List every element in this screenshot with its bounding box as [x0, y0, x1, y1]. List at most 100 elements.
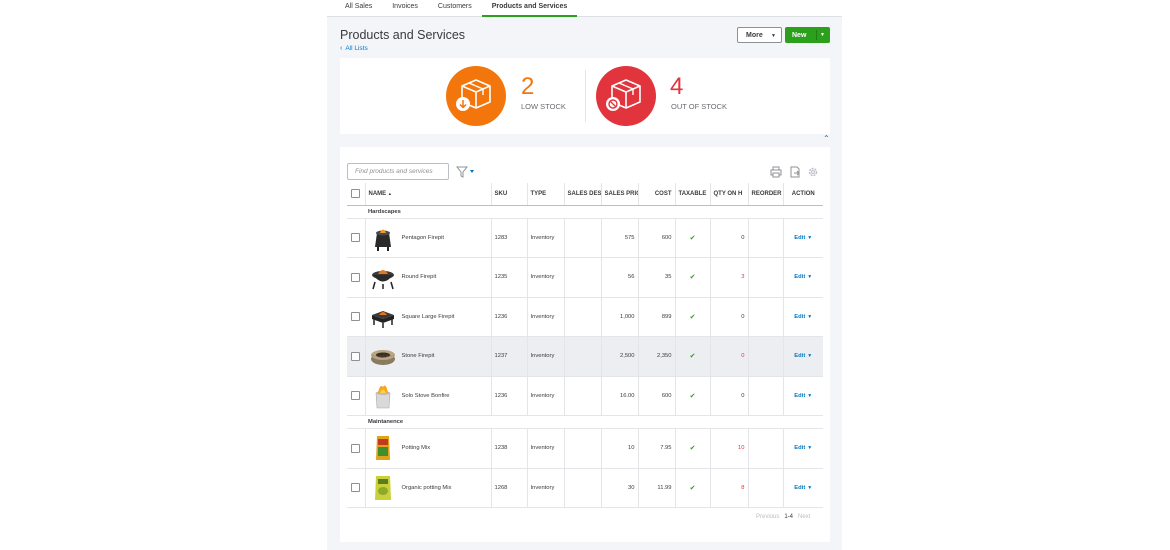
caret-down-icon[interactable]: ▼: [807, 234, 813, 241]
filter-icon[interactable]: [455, 165, 478, 178]
pagination: Previous 1-4 Next: [756, 514, 810, 520]
table-row[interactable]: Pentagon Firepit 1283 Inventory 575 600 …: [347, 218, 823, 258]
edit-button[interactable]: Edit ▼: [794, 393, 812, 399]
column-header-reorder[interactable]: REORDER: [748, 183, 784, 206]
caret-down-icon[interactable]: ▼: [807, 392, 813, 399]
row-checkbox[interactable]: [351, 233, 361, 243]
sales-price-cell: 16.00: [601, 376, 639, 416]
organic-potting-mix-thumbnail: [369, 473, 397, 503]
row-checkbox[interactable]: [351, 272, 361, 282]
table-row[interactable]: Potting Mix 1238 Inventory 10 7.95 ✔ 10 …: [347, 428, 823, 469]
caret-down-icon[interactable]: ▼: [807, 274, 813, 281]
sales-desc-cell: [564, 218, 602, 258]
reorder-cell: [748, 297, 784, 337]
edit-label: Edit: [794, 392, 806, 399]
column-header-qty[interactable]: QTY ON H: [710, 183, 749, 206]
qty-cell: 0: [710, 336, 749, 377]
tab-products-services[interactable]: Products and Services: [481, 0, 578, 17]
column-header-type[interactable]: TYPE: [527, 183, 565, 206]
sales-desc-cell: [564, 257, 602, 298]
table-row[interactable]: Stone Firepit 1237 Inventory 2,500 2,350…: [347, 336, 823, 377]
edit-button[interactable]: Edit ▼: [794, 274, 812, 280]
product-name-cell: Round Firepit: [365, 257, 492, 298]
taxable-check-icon: ✔: [689, 392, 696, 400]
column-header-sales-price[interactable]: SALES PRIC: [601, 183, 639, 206]
product-name: Organic potting Mix: [401, 484, 452, 491]
new-button-separator: [816, 30, 817, 40]
collapse-chevron-icon[interactable]: ⌃: [823, 134, 830, 143]
sales-price-cell: 1,000: [601, 297, 639, 337]
sku-cell: 1283: [491, 218, 528, 258]
type-cell: Inventory: [527, 297, 565, 337]
row-checkbox[interactable]: [351, 483, 361, 493]
product-name-cell: Stone Firepit: [365, 336, 492, 377]
caret-down-icon[interactable]: ▼: [807, 313, 813, 320]
column-header-sku[interactable]: SKU: [491, 183, 528, 206]
next-page-link[interactable]: Next: [798, 514, 811, 520]
sku-cell: 1235: [491, 257, 528, 298]
caret-down-icon[interactable]: ▼: [820, 32, 825, 38]
print-icon[interactable]: [770, 165, 782, 178]
edit-button[interactable]: Edit ▼: [794, 353, 812, 359]
qty-cell: 0: [710, 376, 749, 416]
caret-down-icon[interactable]: ▼: [807, 484, 813, 491]
edit-button[interactable]: Edit ▼: [794, 314, 812, 320]
tab-customers[interactable]: Customers: [437, 3, 472, 10]
sku-cell: 1237: [491, 336, 528, 377]
row-checkbox[interactable]: [351, 391, 361, 401]
edit-button[interactable]: Edit ▼: [794, 445, 812, 451]
gear-icon[interactable]: [807, 165, 819, 177]
search-input[interactable]: Find products and services: [347, 163, 449, 180]
new-button[interactable]: New ▼: [785, 27, 830, 43]
previous-page-link[interactable]: Previous: [756, 514, 780, 520]
taxable-check-icon: ✔: [689, 274, 696, 282]
taxable-check-icon: ✔: [689, 234, 696, 242]
cost-cell: 600: [638, 218, 676, 258]
product-name: Square Large Firepit: [401, 313, 455, 320]
edit-button[interactable]: Edit ▼: [794, 485, 812, 491]
column-header-name[interactable]: NAME ▲: [365, 183, 492, 206]
sales-price-cell: 56: [601, 257, 639, 298]
tab-invoices[interactable]: Invoices: [392, 3, 418, 10]
column-header-action: ACTION: [783, 183, 823, 206]
edit-label: Edit: [794, 445, 806, 452]
column-header-taxable[interactable]: TAXABLE: [675, 183, 711, 206]
more-button[interactable]: More ▼: [737, 27, 782, 43]
edit-label: Edit: [794, 484, 806, 491]
out-of-stock-icon[interactable]: [596, 66, 656, 126]
row-checkbox[interactable]: [351, 443, 361, 453]
sort-up-icon: ▲: [387, 190, 392, 196]
type-cell: Inventory: [527, 428, 565, 469]
caret-down-icon[interactable]: ▼: [807, 353, 813, 360]
all-lists-link[interactable]: ‹ All Lists: [340, 45, 368, 52]
export-icon[interactable]: [789, 165, 801, 178]
table-row[interactable]: Round Firepit 1235 Inventory 56 35 ✔ 3 E…: [347, 257, 823, 298]
page-range: 1-4: [784, 514, 794, 520]
group-name: Maintanence: [365, 415, 823, 429]
name-header-label: NAME: [368, 190, 387, 197]
tab-all-sales[interactable]: All Sales: [345, 3, 373, 10]
low-stock-count[interactable]: 2: [521, 73, 535, 100]
potting-mix-thumbnail: [369, 433, 397, 463]
cost-cell: 600: [638, 376, 676, 416]
product-name-cell: Potting Mix: [365, 428, 492, 469]
table-row[interactable]: Solo Stove Bonfire 1236 Inventory 16.00 …: [347, 376, 823, 416]
column-header-cost[interactable]: COST: [638, 183, 676, 206]
column-header-sales-desc[interactable]: SALES DES: [564, 183, 602, 206]
table-header-row: NAME ▲ SKU TYPE SALES DES SALES PRIC COS…: [347, 183, 823, 206]
table-row[interactable]: Organic potting Mix 1268 Inventory 30 11…: [347, 468, 823, 508]
reorder-cell: [748, 376, 784, 416]
select-all-header: [347, 183, 366, 206]
row-checkbox[interactable]: [351, 351, 361, 361]
table-row[interactable]: Square Large Firepit 1236 Inventory 1,00…: [347, 297, 823, 337]
type-cell: Inventory: [527, 336, 565, 377]
low-stock-icon[interactable]: [446, 66, 506, 126]
taxable-check-icon: ✔: [689, 445, 696, 453]
sku-cell: 1268: [491, 468, 528, 508]
row-checkbox[interactable]: [351, 312, 361, 322]
select-all-checkbox[interactable]: [351, 189, 361, 199]
out-of-stock-count[interactable]: 4: [670, 73, 684, 100]
sku-cell: 1238: [491, 428, 528, 469]
caret-down-icon[interactable]: ▼: [807, 445, 813, 452]
edit-button[interactable]: Edit ▼: [794, 235, 812, 241]
